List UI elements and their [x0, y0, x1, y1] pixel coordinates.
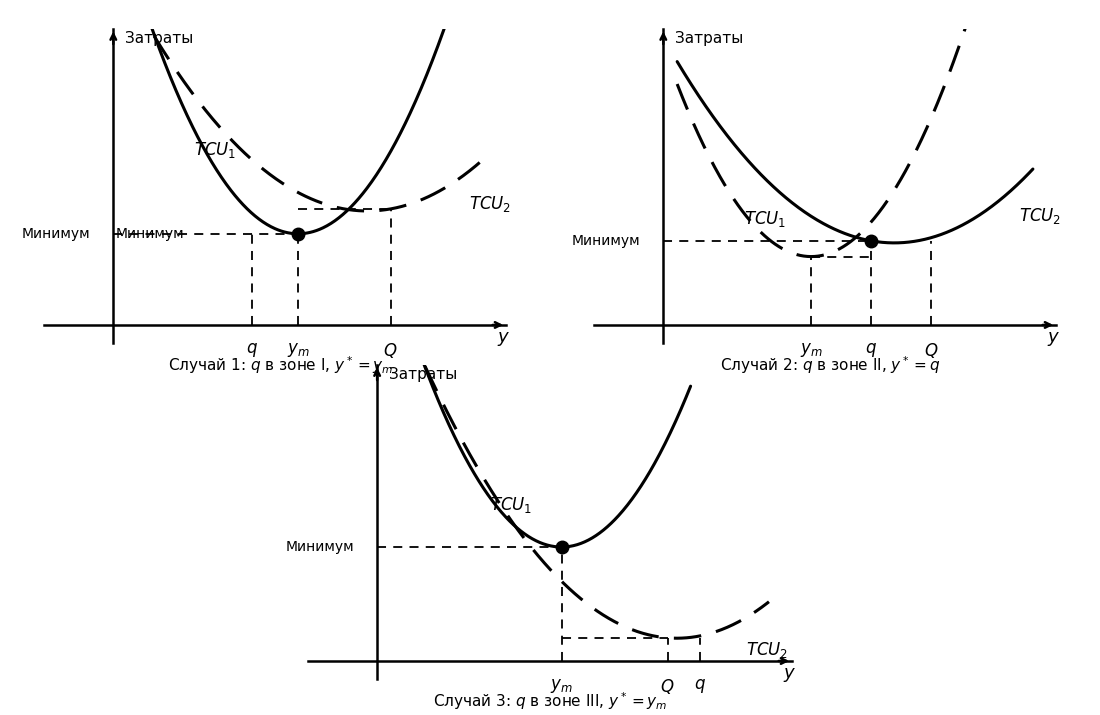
Text: $y_m$: $y_m$: [800, 341, 823, 359]
Text: $Q$: $Q$: [924, 341, 938, 360]
Text: Затраты: Затраты: [674, 31, 744, 46]
Text: $TCU_2$: $TCU_2$: [469, 194, 512, 214]
Text: $y$: $y$: [497, 330, 510, 347]
Text: Случай 2: $q$ в зоне II, $y^* = q$: Случай 2: $q$ в зоне II, $y^* = q$: [720, 354, 940, 375]
Text: Минимум: Минимум: [572, 234, 640, 248]
Text: $q$: $q$: [866, 341, 877, 359]
Text: Минимум: Минимум: [116, 227, 184, 241]
Text: Затраты: Затраты: [388, 367, 456, 382]
Text: Случай 3: $q$ в зоне III, $y^* = y_m$: Случай 3: $q$ в зоне III, $y^* = y_m$: [432, 690, 668, 711]
Text: $TCU_2$: $TCU_2$: [1019, 206, 1062, 226]
Text: $Q$: $Q$: [660, 677, 674, 696]
Text: Минимум: Минимум: [286, 540, 354, 554]
Text: Минимум: Минимум: [22, 227, 90, 241]
Text: $y$: $y$: [783, 666, 796, 684]
Text: $y_m$: $y_m$: [287, 341, 309, 359]
Text: $TCU_1$: $TCU_1$: [194, 140, 236, 160]
Text: Затраты: Затраты: [124, 31, 194, 46]
Text: $y$: $y$: [1047, 330, 1060, 347]
Text: $TCU_2$: $TCU_2$: [746, 641, 788, 661]
Text: $q$: $q$: [694, 677, 706, 695]
Text: $TCU_1$: $TCU_1$: [744, 209, 786, 230]
Text: $Q$: $Q$: [383, 341, 398, 360]
Text: $y_m$: $y_m$: [550, 677, 573, 695]
Text: $q$: $q$: [246, 341, 257, 359]
Text: Случай 1: $q$ в зоне I, $y^* = y_m$: Случай 1: $q$ в зоне I, $y^* = y_m$: [168, 354, 393, 375]
Text: $TCU_1$: $TCU_1$: [490, 495, 532, 516]
